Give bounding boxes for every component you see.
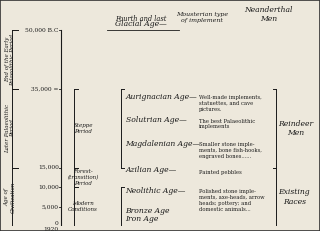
Text: End of the Early
Palaeolithic Period: End of the Early Palaeolithic Period bbox=[5, 34, 15, 86]
Text: Steppe
Period: Steppe Period bbox=[73, 123, 93, 134]
Text: Azilian Age—: Azilian Age— bbox=[125, 165, 177, 173]
Text: Neanderthal
Men: Neanderthal Men bbox=[244, 6, 292, 23]
Text: Neolithic Age—: Neolithic Age— bbox=[125, 187, 186, 195]
Text: Bronze Age: Bronze Age bbox=[125, 207, 170, 216]
Text: Fourth and last: Fourth and last bbox=[116, 15, 167, 23]
Text: 35,000 =: 35,000 = bbox=[31, 87, 59, 91]
Text: Age of
Civilization: Age of Civilization bbox=[5, 181, 15, 213]
Text: Reindeer
Men: Reindeer Men bbox=[278, 120, 314, 137]
Text: Solutrian Age—: Solutrian Age— bbox=[125, 116, 186, 125]
Text: 50,000 B.C: 50,000 B.C bbox=[25, 28, 59, 33]
Text: Smaller stone imple-
ments, bone fish-hooks,
engraved bones......: Smaller stone imple- ments, bone fish-ho… bbox=[199, 142, 262, 159]
Text: Polished stone imple-
ments, axe-heads, arrow
heads; pottery; and
domestic anima: Polished stone imple- ments, axe-heads, … bbox=[199, 189, 265, 212]
Text: 15,000: 15,000 bbox=[38, 165, 59, 170]
Text: 10,000: 10,000 bbox=[38, 185, 59, 190]
Text: The best Palaeolithic
implements: The best Palaeolithic implements bbox=[199, 119, 255, 129]
Text: Existing
Races: Existing Races bbox=[278, 188, 310, 206]
Text: Later Palaeolithic
Period: Later Palaeolithic Period bbox=[5, 104, 15, 153]
Text: Iron Age: Iron Age bbox=[125, 215, 159, 222]
Text: Painted pebbles: Painted pebbles bbox=[199, 170, 242, 174]
Text: Modern
Conditions: Modern Conditions bbox=[68, 201, 98, 212]
Text: Mousterian type
of implement: Mousterian type of implement bbox=[176, 12, 228, 23]
Text: Forest-
(transition)
Period: Forest- (transition) Period bbox=[68, 169, 99, 186]
Text: Magdalenian Age—: Magdalenian Age— bbox=[125, 140, 201, 148]
Text: Glacial Age—: Glacial Age— bbox=[115, 20, 167, 28]
Text: 5,000: 5,000 bbox=[42, 204, 59, 209]
Text: Well-made implements,
statuettes, and cave
pictures.: Well-made implements, statuettes, and ca… bbox=[199, 95, 262, 112]
Text: 0
1920: 0 1920 bbox=[44, 221, 59, 231]
Text: Aurignacian Age—: Aurignacian Age— bbox=[125, 93, 197, 101]
